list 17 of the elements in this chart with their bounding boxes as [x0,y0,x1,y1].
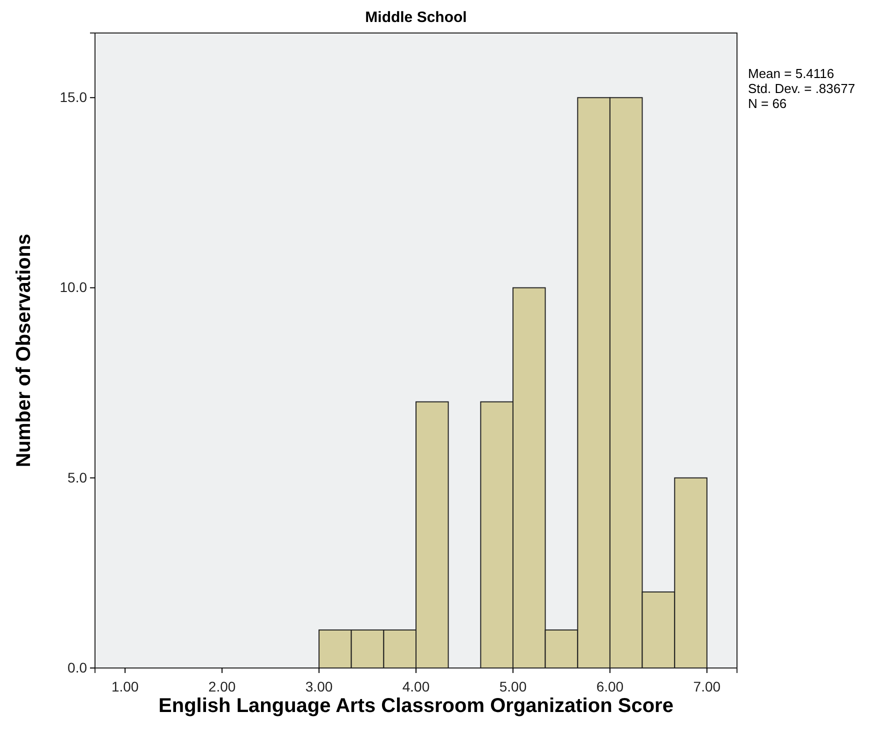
y-tick-label: 0.0 [68,659,88,676]
chart-title: Middle School [365,9,467,26]
text: Mean = 5.4116 [748,66,834,81]
x-tick-label: 7.00 [693,678,721,694]
x-tick-label: 3.00 [305,678,333,694]
y-axis-title: Number of Observations [13,234,35,468]
y-tick-label: 15.0 [60,89,88,106]
x-tick-label: 1.00 [111,678,139,694]
text: N = 66 [748,96,787,111]
x-tick-label: 2.00 [208,678,236,694]
y-tick-label: 5.0 [68,469,88,486]
text: Std. Dev. = .83677 [748,81,856,96]
x-tick-label: 6.00 [596,678,624,694]
x-tick-label: 4.00 [402,678,430,694]
x-axis-title: English Language Arts Classroom Organization Score [158,695,674,717]
x-tick-label: 5.00 [499,678,527,694]
y-tick-label: 10.0 [60,279,88,296]
